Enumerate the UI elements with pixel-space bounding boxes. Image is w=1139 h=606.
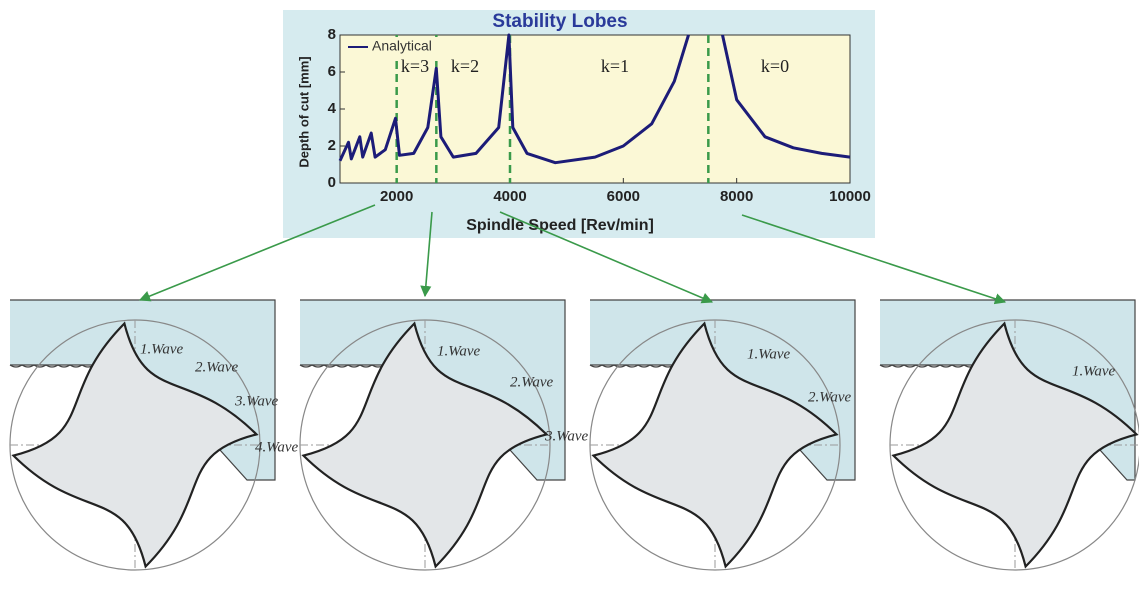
lobe-label: k=1: [601, 56, 629, 76]
x-tick-label: 10000: [829, 188, 871, 205]
chart-title: Stability Lobes: [492, 11, 627, 32]
y-tick-label: 2: [328, 137, 336, 154]
legend-label: Analytical: [372, 38, 432, 54]
arrow: [420, 211, 433, 298]
series-line: [338, 33, 851, 165]
wave-label: 2.Wave: [808, 389, 852, 405]
x-tick-label: 8000: [720, 188, 753, 205]
x-tick-label: 6000: [607, 188, 640, 205]
wave-label: 1.Wave: [437, 343, 481, 359]
x-axis-label: Spindle Speed [Rev/min]: [466, 217, 654, 234]
arrow: [499, 211, 714, 304]
lobe-label: k=3: [401, 56, 429, 76]
wave-label: 4.Wave: [255, 439, 299, 455]
lobe-label: k=2: [451, 56, 479, 76]
cutter: [891, 321, 1139, 569]
x-tick-label: 2000: [380, 188, 413, 205]
arrow: [138, 204, 376, 302]
y-tick-label: 4: [328, 100, 337, 117]
y-tick-label: 6: [328, 63, 336, 80]
y-tick-label: 0: [328, 174, 336, 191]
wave-label: 3.Wave: [234, 393, 279, 409]
wave-label: 2.Wave: [195, 359, 239, 375]
wave-label: 3.Wave: [544, 428, 589, 444]
cutter: [591, 321, 839, 569]
lobe-label: k=0: [761, 56, 789, 76]
wave-label: 1.Wave: [1072, 363, 1116, 379]
y-axis-label: Depth of cut [mm]: [296, 56, 311, 167]
cutter: [11, 321, 259, 569]
wave-label: 2.Wave: [510, 374, 554, 390]
cutter: [301, 321, 549, 569]
arrow: [741, 214, 1007, 305]
panels: 1.Wave 2.Wave 3.Wave 4.Wave 1.Wave 2.Wave 3.Wa…: [9, 299, 1139, 571]
wave-label: 1.Wave: [747, 346, 791, 362]
y-tick-label: 8: [328, 26, 336, 43]
x-tick-label: 4000: [493, 188, 526, 205]
legend-box: [342, 37, 457, 57]
wave-label: 1.Wave: [140, 341, 184, 357]
